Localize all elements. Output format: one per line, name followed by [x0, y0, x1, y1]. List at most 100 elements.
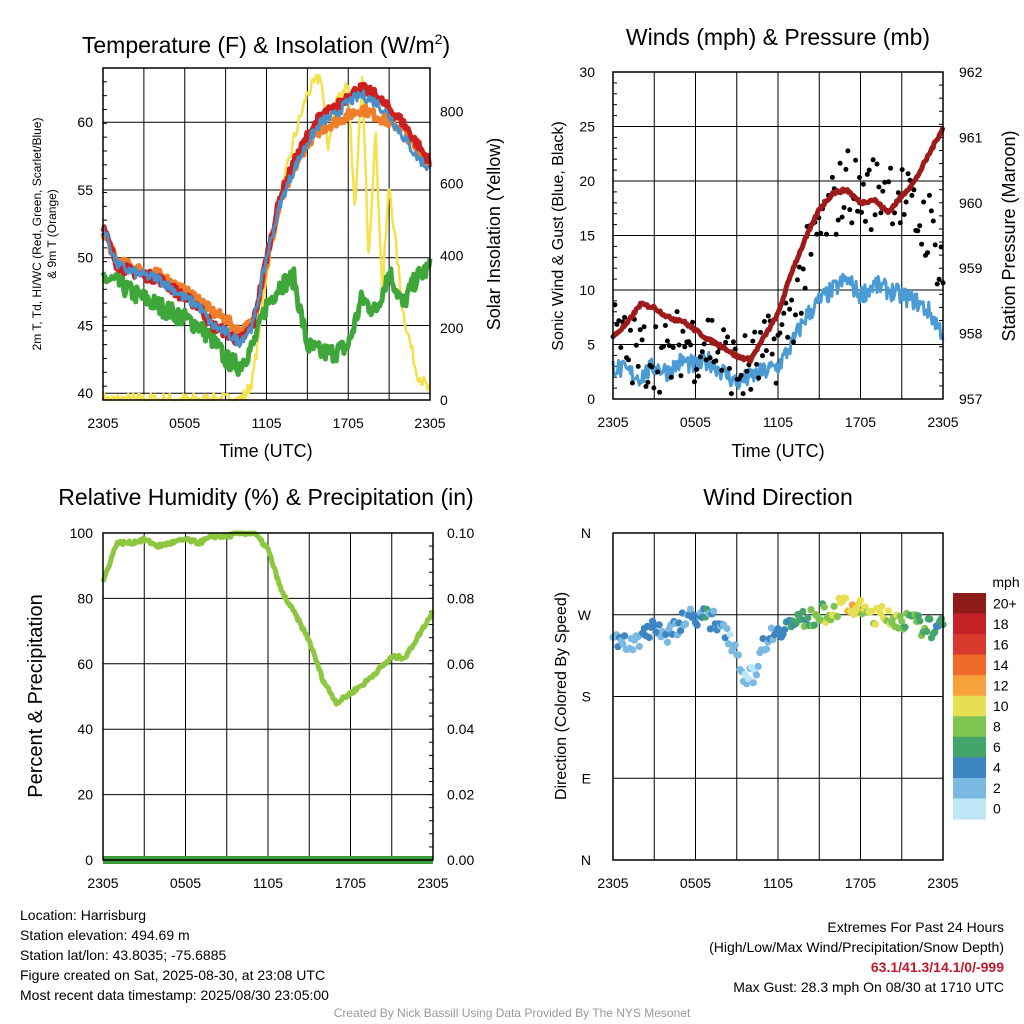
- gust-point: [758, 329, 763, 335]
- y-tick-label: N: [581, 525, 591, 541]
- direction-point: [682, 620, 690, 628]
- direction-point: [916, 617, 924, 625]
- gust-point: [796, 264, 802, 270]
- y-axis-label-temperature-1: 2m T, Td, HI/WC (Red, Green, Scarlet/Blu…: [30, 118, 44, 351]
- station-info: Location: Harrisburg Station elevation: …: [20, 905, 329, 1005]
- x-tick-label: 0505: [680, 414, 711, 430]
- x-tick-label: 1105: [763, 875, 793, 891]
- figure-created: Figure created on Sat, 2025-08-30, at 23…: [20, 967, 326, 983]
- y-tick-label: 20: [77, 787, 93, 803]
- gust-point: [748, 386, 754, 392]
- station-latlon: Station lat/lon: 43.8035; -75.6885: [20, 947, 227, 963]
- gust-point: [911, 187, 917, 193]
- direction-point: [734, 651, 743, 659]
- y2-tick-label: 0.08: [447, 590, 474, 606]
- gust-point: [678, 373, 684, 379]
- gust-point: [890, 221, 895, 227]
- direction-point: [807, 606, 815, 614]
- gust-point: [719, 367, 725, 373]
- gust-point: [754, 361, 760, 367]
- direction-point: [762, 645, 771, 653]
- direction-x-ticks: 2305 0505 1105 1705 2305: [597, 875, 958, 891]
- gust-point: [715, 349, 721, 355]
- gust-point: [645, 379, 651, 385]
- gust-point: [674, 309, 680, 315]
- max-gust: Max Gust: 28.3 mph On 08/30 at 1710 UTC: [733, 979, 1004, 995]
- colorbar-label: 18: [993, 616, 1009, 632]
- y2-tick-label: 958: [959, 326, 983, 342]
- y-tick-label: E: [582, 770, 591, 786]
- direction-point: [629, 646, 637, 654]
- gust-point: [862, 218, 868, 224]
- y-tick-label: 60: [77, 656, 93, 672]
- gust-point: [888, 165, 894, 171]
- gust-point: [800, 266, 806, 272]
- colorbar-label: 8: [993, 719, 1001, 735]
- gust-point: [721, 327, 727, 333]
- gust-point: [629, 380, 635, 386]
- gust-point: [876, 184, 882, 190]
- colorbar-swatch: [953, 675, 986, 697]
- direction-point: [710, 607, 718, 615]
- gust-point: [713, 358, 719, 364]
- series-2m-td: [100, 258, 433, 377]
- gust-point: [694, 367, 699, 372]
- gust-point: [676, 342, 682, 348]
- y2-tick-label: 961: [959, 129, 983, 145]
- gust-point: [781, 310, 787, 316]
- gust-point: [901, 212, 907, 217]
- y-axis-label-direction: Direction (Colored By Speed): [553, 592, 570, 800]
- gust-point: [874, 161, 880, 167]
- gust-point: [756, 375, 762, 381]
- gust-point: [829, 174, 835, 180]
- series-station-pressure: [610, 126, 946, 364]
- direction-point: [926, 615, 934, 623]
- gust-point: [614, 321, 620, 327]
- direction-point: [645, 633, 653, 642]
- title-superscript: 2: [435, 31, 443, 47]
- chart-title-direction: Wind Direction: [703, 484, 853, 510]
- y-tick-label: 40: [77, 385, 93, 401]
- y-tick-label: N: [581, 852, 591, 868]
- gust-point: [845, 148, 851, 154]
- colorbar-unit: mph: [992, 574, 1019, 590]
- direction-point: [810, 621, 818, 629]
- y-axis-label-temperature-2: & 9m T (Orange): [45, 189, 59, 279]
- temperature-x-ticks: 2305 0505 1105 1705 2305: [87, 415, 445, 431]
- gust-point: [628, 327, 633, 333]
- x-tick-label: 1705: [845, 414, 876, 430]
- gust-point: [833, 231, 839, 237]
- direction-point: [724, 640, 733, 648]
- colorbar-label: 4: [993, 760, 1001, 776]
- speed-colorbar: mph 20+ 18 16 14 12 10 8 6 4 2 0: [953, 574, 1020, 820]
- gust-point: [930, 218, 936, 224]
- gust-point: [744, 368, 750, 374]
- x-tick-label: 2305: [87, 415, 118, 431]
- x-axis-label-temperature: Time (UTC): [219, 441, 312, 461]
- y-tick-label: 0: [85, 852, 93, 868]
- gust-point: [919, 241, 925, 247]
- gust-point: [903, 199, 909, 205]
- y-tick-label: S: [582, 689, 591, 705]
- gust-point: [849, 220, 855, 226]
- gust-point: [697, 354, 703, 360]
- x-tick-label: 2305: [87, 875, 118, 891]
- gust-point: [688, 342, 694, 348]
- y-tick-label: 40: [77, 721, 93, 737]
- colorbar-swatch: [953, 757, 986, 779]
- winds-x-ticks: 2305 0505 1105 1705 2305: [597, 414, 958, 430]
- colorbar-label: 20+: [993, 595, 1017, 611]
- direction-point: [799, 607, 807, 616]
- gust-point: [824, 231, 829, 237]
- colorbar-label: 16: [993, 636, 1009, 652]
- gust-point: [843, 166, 849, 172]
- gust-point: [839, 214, 845, 220]
- y-tick-label: W: [578, 607, 592, 623]
- gust-point: [765, 313, 771, 319]
- gust-point: [789, 297, 795, 303]
- gust-point: [853, 157, 859, 163]
- direction-point: [901, 623, 909, 631]
- direction-point: [693, 621, 701, 629]
- direction-point: [804, 614, 812, 622]
